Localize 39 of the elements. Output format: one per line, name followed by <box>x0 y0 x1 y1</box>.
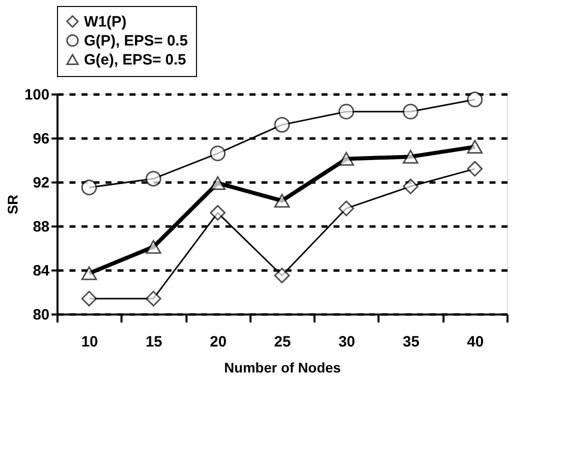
x-tick-label: 10 <box>81 334 98 350</box>
point <box>81 180 97 196</box>
point <box>210 146 226 162</box>
point <box>274 268 290 284</box>
y-tick-label: 92 <box>32 174 50 192</box>
x-tick-label: 30 <box>338 334 356 350</box>
point <box>210 176 226 190</box>
point <box>146 240 162 254</box>
legend-label: G(P), EPS= 0.5 <box>84 32 188 50</box>
point <box>274 194 290 208</box>
x-tick-label: 35 <box>402 334 420 350</box>
point <box>146 290 162 306</box>
point <box>467 140 483 154</box>
point <box>338 152 354 166</box>
point <box>338 104 354 120</box>
y-tick-label: 84 <box>32 262 50 280</box>
legend-label: W1(P) <box>84 14 126 30</box>
x-tick-label: 20 <box>210 334 227 350</box>
x-tick-label: 40 <box>467 334 484 350</box>
point <box>210 204 226 221</box>
point <box>274 116 290 133</box>
y-tick-label: 96 <box>32 130 50 148</box>
point <box>402 150 418 164</box>
y-tick-label: 88 <box>32 218 50 236</box>
legend-label: G(e), EPS= 0.5 <box>84 52 186 68</box>
x-tick-label: 25 <box>274 334 291 350</box>
point <box>81 266 97 280</box>
point <box>146 170 162 187</box>
point <box>402 178 418 194</box>
point <box>402 104 418 120</box>
point <box>467 92 483 108</box>
point <box>81 290 97 306</box>
x-axis-title: Number of Nodes <box>224 360 342 376</box>
point <box>467 160 483 177</box>
point <box>338 200 354 216</box>
x-tick-label: 15 <box>146 334 162 350</box>
y-tick-label: 100 <box>24 86 50 104</box>
y-tick-label: 80 <box>32 306 50 324</box>
y-axis-title: SR <box>4 194 20 214</box>
